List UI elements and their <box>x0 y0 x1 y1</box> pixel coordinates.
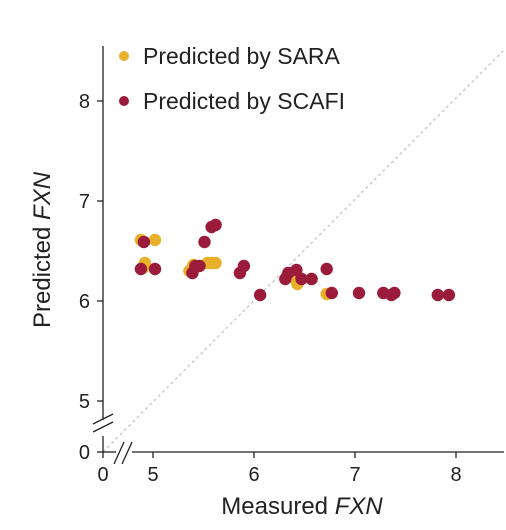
sara-point-1 <box>148 233 162 247</box>
y-zero-label: 0 <box>79 442 90 464</box>
x-tick-label-5: 5 <box>147 464 158 486</box>
y-tick-label-5: 5 <box>79 391 90 413</box>
y-tick-label-8: 8 <box>79 91 90 113</box>
x-zero-label: 0 <box>97 464 108 486</box>
scafi-point-16 <box>305 272 318 286</box>
scafi-point-19 <box>352 286 366 300</box>
legend-swatch-scafi <box>119 96 129 106</box>
data-points <box>134 218 456 302</box>
scafi-point-24 <box>442 288 456 302</box>
scafi-point-5 <box>148 262 162 276</box>
scafi-point-8 <box>193 259 206 273</box>
scafi-point-10 <box>237 259 251 273</box>
x-axis-break-mark <box>113 441 133 465</box>
scafi-point-18 <box>325 286 338 300</box>
scafi-point-15 <box>295 272 308 286</box>
identity-line <box>102 49 505 453</box>
y-axis-break-mark <box>92 413 114 433</box>
axes: 0 0 <box>79 46 504 486</box>
x-tick-label-6: 6 <box>248 464 259 486</box>
ticks: 5 6 7 8 5 6 7 8 <box>79 91 462 486</box>
scafi-point-3 <box>198 235 211 249</box>
scafi-point-0 <box>137 235 151 249</box>
legend: Predicted by SARA Predicted by SCAFI <box>119 43 345 114</box>
x-tick-label-7: 7 <box>349 464 360 486</box>
scafi-point-4 <box>134 262 148 276</box>
scafi-point-22 <box>388 286 401 300</box>
y-tick-label-6: 6 <box>79 291 90 313</box>
scafi-point-17 <box>320 262 333 276</box>
scafi-point-23 <box>431 288 444 302</box>
legend-label-sara: Predicted by SARA <box>143 43 341 69</box>
scafi-point-11 <box>253 288 267 302</box>
legend-swatch-sara <box>119 51 129 61</box>
legend-label-scafi: Predicted by SCAFI <box>143 88 345 114</box>
scafi-point-2 <box>209 218 222 232</box>
y-tick-label-7: 7 <box>79 191 90 213</box>
scafi-point-14 <box>290 263 303 277</box>
x-tick-label-8: 8 <box>450 464 461 486</box>
y-axis-title: Predicted FXN <box>29 171 56 328</box>
x-axis-title: Measured FXN <box>221 493 383 520</box>
